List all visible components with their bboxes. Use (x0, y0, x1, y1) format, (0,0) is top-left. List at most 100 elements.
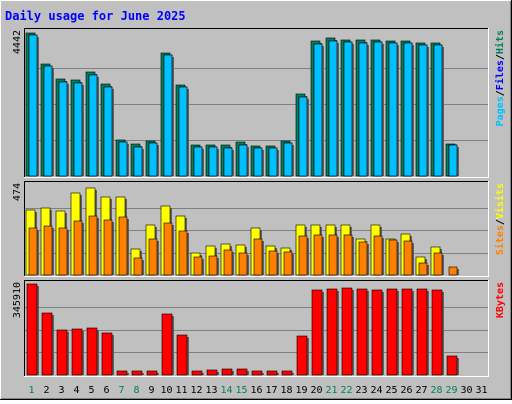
legend-entry: Files (494, 60, 506, 90)
bar-sites-day-13 (208, 255, 219, 276)
x-tick-label: 28 (430, 385, 442, 396)
bar-kbytes-day-13 (206, 369, 219, 376)
bar-sites-day-6 (103, 219, 114, 276)
legend-kbytes: KBytes (495, 282, 506, 318)
legend-entry: / (495, 90, 506, 96)
x-tick-label: 25 (385, 385, 397, 396)
bar-pages-day-17 (268, 147, 279, 177)
x-tick-label: 4 (73, 385, 79, 396)
legend-entry: Pages (495, 96, 506, 126)
bar-pages-day-27 (418, 44, 429, 177)
legend-visits-sites: Sites/Visits (494, 183, 506, 255)
bar-kbytes-day-3 (56, 329, 69, 376)
chart-title: Daily usage for June 2025 (5, 9, 186, 23)
bar-pages-day-1 (28, 34, 39, 177)
bar-kbytes-day-29 (446, 355, 459, 376)
x-tick-label: 6 (103, 385, 109, 396)
bar-sites-day-25 (388, 239, 399, 276)
bar-pages-day-28 (433, 44, 444, 177)
bar-kbytes-day-26 (401, 288, 414, 376)
bar-sites-day-15 (238, 252, 249, 276)
legend-entry: / (495, 219, 506, 225)
x-tick-label: 27 (415, 385, 427, 396)
bar-kbytes-day-19 (296, 335, 309, 376)
bar-pages-day-9 (148, 142, 159, 177)
x-tick-label: 3 (58, 385, 64, 396)
bar-pages-day-29 (448, 144, 459, 177)
bar-pages-day-24 (373, 41, 384, 177)
bar-pages-day-18 (283, 142, 294, 177)
x-tick-label: 22 (340, 385, 352, 396)
bar-pages-day-13 (208, 146, 219, 177)
bar-sites-day-16 (253, 238, 264, 276)
bar-kbytes-day-17 (266, 370, 279, 376)
bar-pages-day-11 (178, 86, 189, 177)
legend-entry: Visits (494, 183, 506, 219)
bar-sites-day-29 (448, 266, 459, 276)
bar-kbytes-day-24 (371, 289, 384, 376)
x-tick-label: 16 (250, 385, 262, 396)
x-tick-label: 20 (310, 385, 322, 396)
x-tick-label: 10 (160, 385, 172, 396)
bar-sites-day-3 (58, 227, 69, 276)
panel-kbytes: 345910 KBytes (12, 280, 506, 377)
bar-kbytes-day-2 (41, 312, 54, 376)
chart-panels: 4442Pages/Files/Hits474Sites/Visits34591… (12, 28, 506, 377)
x-tick-label: 26 (400, 385, 412, 396)
x-tick-label: 5 (88, 385, 94, 396)
bar-sites-day-9 (148, 238, 159, 276)
bar-sites-day-5 (88, 215, 99, 276)
legend-entry: KBytes (495, 282, 506, 318)
bar-kbytes-day-12 (191, 370, 204, 376)
bar-pages-day-22 (343, 41, 354, 177)
bar-pages-day-21 (328, 40, 339, 177)
bar-sites-day-14 (223, 249, 234, 276)
bar-sites-day-4 (73, 220, 84, 276)
bar-kbytes-day-21 (326, 288, 339, 376)
bar-pages-day-19 (298, 96, 309, 177)
bar-sites-day-17 (268, 250, 279, 276)
x-tick-label: 18 (280, 385, 292, 396)
bar-pages-day-2 (43, 65, 54, 177)
bar-sites-day-2 (43, 225, 54, 276)
x-tick-label: 31 (475, 385, 487, 396)
x-tick-label: 19 (295, 385, 307, 396)
bar-sites-day-27 (418, 262, 429, 276)
bar-kbytes-day-4 (71, 328, 84, 376)
bar-sites-day-19 (298, 235, 309, 276)
bar-kbytes-day-25 (386, 288, 399, 376)
bar-kbytes-day-11 (176, 334, 189, 376)
bar-kbytes-day-1 (26, 283, 39, 376)
x-tick-label: 17 (265, 385, 277, 396)
y-max-label: 345910 (12, 282, 23, 318)
bar-kbytes-day-20 (311, 289, 324, 376)
x-tick-label: 14 (220, 385, 232, 396)
y-max-label: 474 (12, 183, 23, 201)
bar-sites-day-23 (358, 241, 369, 276)
bar-sites-day-21 (328, 234, 339, 276)
x-tick-label: 11 (175, 385, 187, 396)
bar-sites-day-28 (433, 252, 444, 276)
bar-kbytes-day-8 (131, 370, 144, 376)
bar-pages-day-3 (58, 81, 69, 177)
x-tick-label: 12 (190, 385, 202, 396)
bar-pages-day-26 (403, 42, 414, 177)
x-tick-label: 2 (43, 385, 49, 396)
bar-sites-day-18 (283, 251, 294, 276)
bar-pages-day-4 (73, 82, 84, 177)
bar-kbytes-day-15 (236, 368, 249, 376)
bar-pages-day-23 (358, 42, 369, 177)
x-tick-label: 9 (148, 385, 154, 396)
bar-sites-day-7 (118, 216, 129, 276)
x-tick-label: 24 (370, 385, 382, 396)
bar-sites-day-12 (193, 256, 204, 276)
bar-kbytes-day-5 (86, 327, 99, 376)
panel-visits-sites: 474 Sites/Visits (12, 181, 506, 277)
x-axis-labels: 1 2 3 4 5 6 7 8 9 10 11 12 13 14 15 16 17 18 19 20 21 22 23 24 2… (28, 385, 487, 396)
legend-entry: Sites (494, 225, 506, 255)
bar-kbytes-day-6 (101, 332, 114, 376)
bar-kbytes-day-10 (161, 313, 174, 376)
bar-pages-day-7 (118, 141, 129, 177)
